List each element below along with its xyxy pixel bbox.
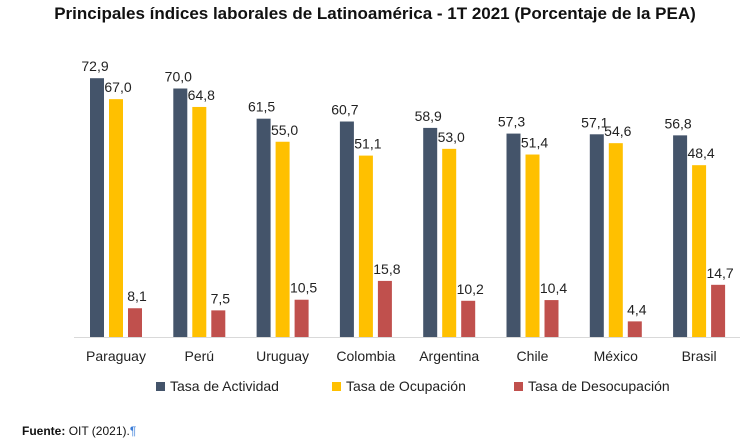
- data-label-2-5: 10,4: [540, 280, 567, 296]
- data-label-2-6: 4,4: [627, 301, 647, 317]
- category-label-7: Brasil: [682, 348, 717, 364]
- data-label-2-0: 8,1: [127, 288, 147, 304]
- bar-0-6: [589, 134, 604, 337]
- pilcrow-mark: ¶: [129, 424, 137, 438]
- data-label-0-2: 61,5: [248, 99, 275, 115]
- bar-0-1: [173, 88, 188, 337]
- data-label-0-1: 70,0: [165, 69, 192, 85]
- bar-0-3: [339, 121, 354, 337]
- chart-title: Principales índices laborales de Latinoa…: [54, 4, 696, 23]
- bar-1-1: [192, 106, 207, 338]
- data-label-0-7: 56,8: [664, 115, 691, 131]
- source-note: Fuente: OIT (2021).¶: [22, 424, 136, 438]
- bar-2-4: [461, 300, 476, 337]
- data-label-1-0: 67,0: [104, 79, 131, 95]
- bar-2-7: [711, 284, 726, 337]
- legend-label-1: Tasa de Ocupación: [346, 378, 466, 394]
- data-label-1-3: 51,1: [354, 136, 381, 152]
- data-label-2-2: 10,5: [290, 280, 317, 296]
- bar-1-5: [525, 154, 540, 337]
- category-label-5: Chile: [517, 348, 549, 364]
- bar-0-7: [673, 135, 688, 337]
- category-label-3: Colombia: [336, 348, 395, 364]
- bar-2-3: [377, 280, 392, 337]
- bar-0-0: [90, 78, 104, 337]
- category-label-1: Perú: [185, 348, 215, 364]
- bar-1-7: [692, 165, 707, 337]
- data-label-2-3: 15,8: [373, 261, 400, 277]
- bar-1-4: [442, 148, 457, 337]
- bar-1-6: [608, 143, 623, 337]
- category-label-2: Uruguay: [256, 348, 309, 364]
- legend-swatch-2: [514, 382, 523, 391]
- data-label-2-1: 7,5: [211, 290, 231, 306]
- bar-2-2: [294, 299, 309, 337]
- bar-2-0: [128, 308, 142, 337]
- data-label-0-6: 57,1: [581, 114, 608, 130]
- data-label-2-7: 14,7: [706, 265, 733, 281]
- data-label-0-0: 72,9: [81, 58, 108, 74]
- source-label: Fuente:: [22, 424, 66, 438]
- legend-label-0: Tasa de Actividad: [170, 378, 279, 394]
- source-text: OIT (2021).: [68, 424, 130, 438]
- bar-2-1: [211, 310, 226, 337]
- data-label-1-4: 53,0: [438, 129, 465, 145]
- legend-label-2: Tasa de Desocupación: [528, 378, 670, 394]
- bar-1-3: [358, 155, 373, 337]
- bar-2-6: [627, 321, 642, 337]
- bar-0-2: [256, 118, 271, 337]
- bar-0-5: [506, 133, 521, 337]
- data-label-0-3: 60,7: [331, 102, 358, 118]
- category-label-6: México: [594, 348, 639, 364]
- category-label-4: Argentina: [419, 348, 479, 364]
- bar-1-0: [109, 99, 123, 338]
- data-label-0-4: 58,9: [415, 108, 442, 124]
- bar-0-4: [423, 127, 438, 337]
- data-label-0-5: 57,3: [498, 114, 525, 130]
- data-label-2-4: 10,2: [457, 281, 484, 297]
- category-label-0: Paraguay: [86, 348, 146, 364]
- legend-swatch-1: [332, 382, 341, 391]
- bar-1-2: [275, 141, 290, 337]
- data-label-1-1: 64,8: [188, 87, 215, 103]
- data-label-1-6: 54,6: [604, 123, 631, 139]
- legend-swatch-0: [156, 382, 165, 391]
- data-label-1-2: 55,0: [271, 122, 298, 138]
- bar-2-5: [544, 300, 559, 337]
- data-label-1-7: 48,4: [687, 145, 714, 161]
- data-label-1-5: 51,4: [521, 135, 548, 151]
